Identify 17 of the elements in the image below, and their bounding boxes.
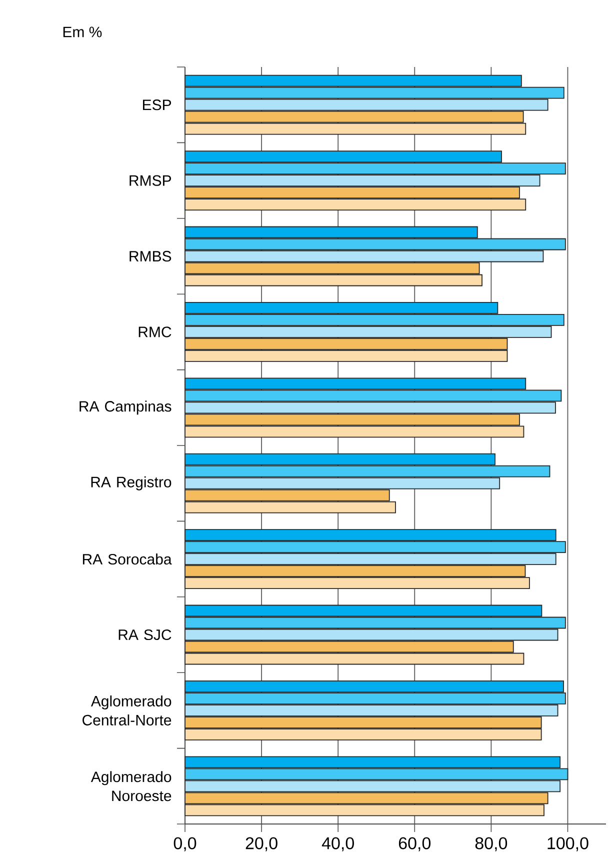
- y-tick-label: RMBS: [130, 250, 172, 262]
- y-tick-label: RMC: [138, 326, 172, 338]
- y-tick-label: RMSP: [130, 175, 171, 186]
- x-tick-label: 20,0: [246, 837, 278, 852]
- x-tick-label: 100,0: [548, 837, 588, 852]
- y-tick-label: Aglomerado Central-Norte: [82, 695, 172, 726]
- y-tick-label: RA Sorocaba: [82, 554, 172, 565]
- y-tick-label: ESP: [143, 100, 171, 110]
- x-tick-label: 80,0: [475, 837, 508, 852]
- x-tick-label: 60,0: [398, 837, 431, 852]
- y-axis-title: Em %: [63, 26, 102, 38]
- y-tick-label: RA SJC: [118, 629, 172, 640]
- x-tick-label: 40,0: [322, 837, 354, 852]
- y-tick-label: RA Registro: [91, 476, 172, 490]
- y-tick-label: RA Campinas: [80, 400, 172, 415]
- x-tick-label: 0,0: [174, 837, 196, 852]
- y-tick-label: Aglomerado Noroeste: [90, 771, 172, 802]
